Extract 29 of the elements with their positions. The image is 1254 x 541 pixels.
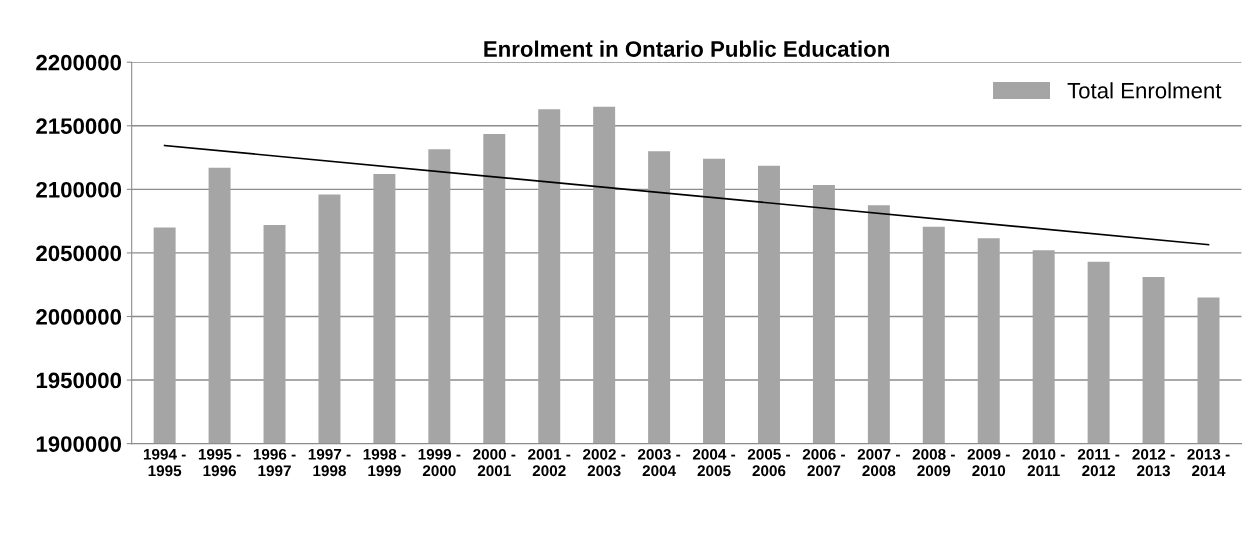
y-tick-label: 2200000 <box>36 54 122 71</box>
x-tick-label: 2003 - 2004 <box>637 448 681 477</box>
x-tick-label: 2009 - 2010 <box>967 448 1010 477</box>
x-tick-label: 2012 - 2013 <box>1132 448 1175 477</box>
x-tick-label: 2007 - 2008 <box>857 448 900 477</box>
x-tick-label: 2011 - 2012 <box>1077 448 1120 477</box>
x-tick-label: 1999 - 2000 <box>418 448 461 477</box>
x-tick-label: 1995 - 1996 <box>198 448 241 477</box>
y-tick-label: 2150000 <box>36 118 122 135</box>
x-tick-label: 2008 - 2009 <box>912 448 955 477</box>
x-tick-label: 2005 - 2006 <box>747 448 791 477</box>
chart-title: Enrolment in Ontario Public Education <box>484 40 889 57</box>
x-tick-label: 2010 - 2011 <box>1022 448 1065 477</box>
x-tick-label: 1996 - 1997 <box>253 448 296 477</box>
y-tick-label: 1950000 <box>36 372 122 389</box>
legend-label: Total Enrolment <box>1067 82 1222 99</box>
x-tick-label: 2006 - 2007 <box>802 448 845 477</box>
x-tick-label: 1994 - 1995 <box>143 448 186 477</box>
x-tick-label: 2004 - 2005 <box>692 448 736 477</box>
x-tick-label: 1997 - 1998 <box>308 448 351 477</box>
x-tick-label: 2001 - 2002 <box>528 448 571 477</box>
y-tick-label: 2000000 <box>36 309 122 325</box>
x-tick-label: 1998 - 1999 <box>363 448 406 477</box>
y-tick-label: 2100000 <box>36 181 122 198</box>
y-tick-label: 1900000 <box>36 436 122 452</box>
x-tick-label: 2002 - 2003 <box>583 448 626 477</box>
y-tick-label: 2050000 <box>36 245 122 262</box>
x-tick-label: 2000 - 2001 <box>473 448 516 477</box>
x-tick-label: 2013 - 2014 <box>1187 448 1230 477</box>
